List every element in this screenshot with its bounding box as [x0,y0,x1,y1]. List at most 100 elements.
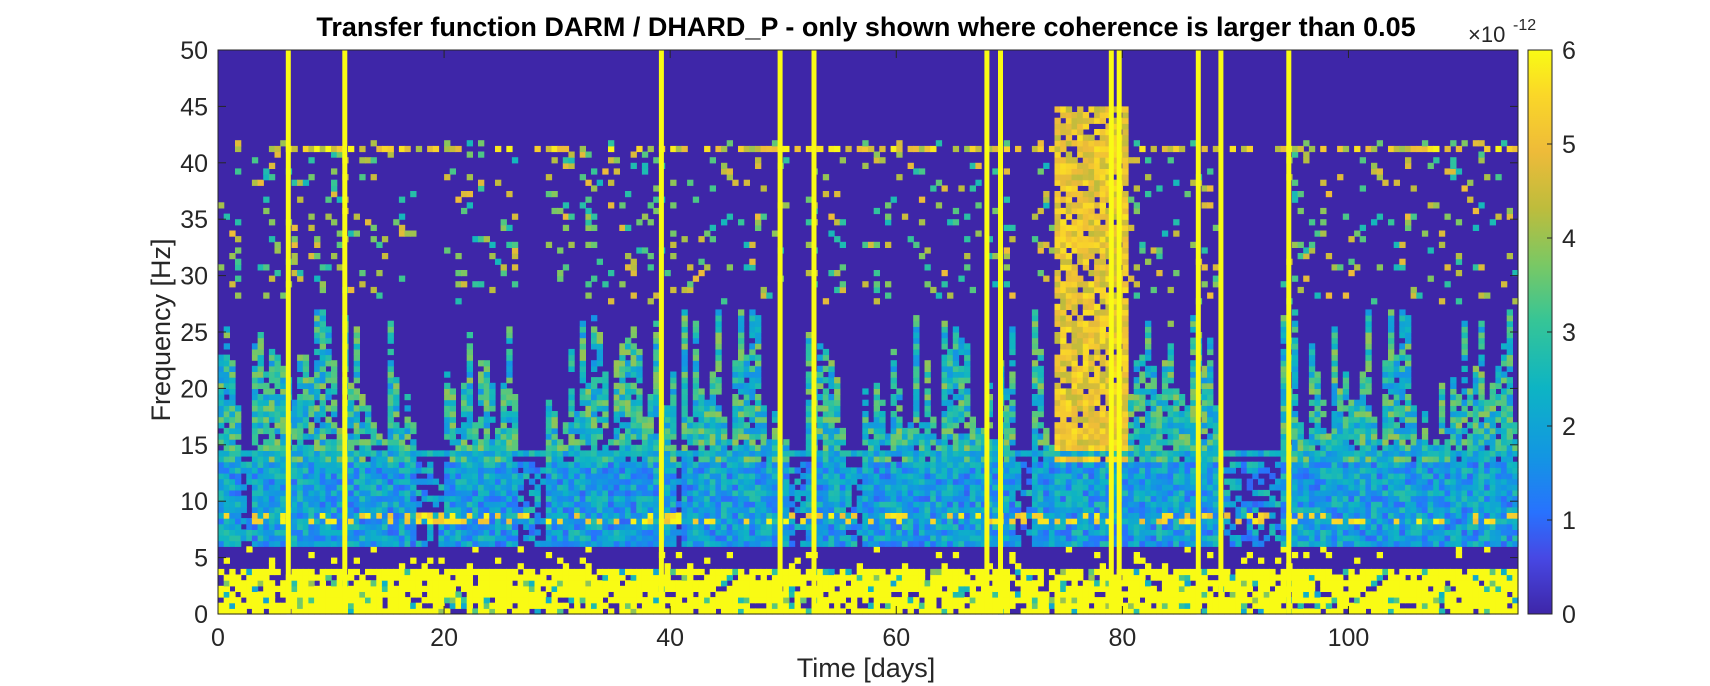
heatmap-cell [591,224,598,231]
heatmap-cell [483,473,490,480]
heatmap-cell [596,332,603,339]
heatmap-cell [579,506,586,513]
heatmap-cell [828,540,835,547]
heatmap-cell [969,597,976,604]
heatmap-cell [839,501,846,508]
heatmap-cell [579,495,586,502]
heatmap-cell [427,495,434,502]
heatmap-cell [868,523,875,530]
heatmap-cell [251,456,259,463]
heatmap-cell [726,450,733,457]
heatmap-cell [444,371,451,378]
heatmap-cell [947,388,954,395]
heatmap-cell [478,151,485,158]
heatmap-cell [901,529,909,536]
heatmap-cell [941,495,948,502]
heatmap-cell [331,489,338,497]
heatmap-cell [805,461,813,468]
heatmap-cell [952,411,960,418]
heatmap-cell [755,495,762,502]
heatmap-cell [625,394,632,401]
heatmap-cell [647,535,654,542]
heatmap-cell [257,371,264,378]
heatmap-cell [229,456,236,463]
heatmap-cell [483,608,490,615]
heatmap-cell [319,332,326,339]
heatmap-cell [438,580,445,587]
heatmap-cell [868,506,875,513]
heatmap-cell [596,568,603,576]
heatmap-cell [647,433,654,440]
heatmap-cell [466,478,473,485]
heatmap-cell [545,411,553,418]
heatmap-cell [738,399,745,406]
heatmap-cell [574,540,581,547]
heatmap-cell [698,580,705,587]
heatmap-cell [545,495,553,502]
heatmap-cell [613,168,620,175]
heatmap-cell [913,478,920,485]
heatmap-cell [935,489,943,497]
heatmap-cell [489,484,496,491]
heatmap-cell [828,365,835,372]
heatmap-cell [353,597,360,604]
heatmap-cell [353,427,360,435]
heatmap-cell [393,439,400,446]
heatmap-cell [862,608,869,615]
heatmap-cell [834,416,841,423]
heatmap-cell [398,518,406,525]
heatmap-cell [964,405,971,412]
heatmap-cell [698,422,705,429]
heatmap-cell [302,382,310,389]
heatmap-cell [240,501,247,508]
heatmap-cell [404,230,411,237]
heatmap-cell [251,439,259,446]
heatmap-cell [579,348,586,356]
heatmap-cell [828,467,835,474]
heatmap-cell [574,602,581,609]
heatmap-cell [749,478,756,485]
heatmap-cell [274,523,281,530]
heatmap-cell [952,219,960,226]
heatmap-cell [263,568,270,576]
heatmap-cell [308,433,315,440]
heatmap-cell [398,591,406,598]
heatmap-cell [483,540,490,547]
heatmap-cell [975,450,982,457]
heatmap-cell [466,512,473,519]
heatmap-cell [381,456,389,463]
heatmap-cell [523,518,530,525]
heatmap-cell [924,439,931,446]
heatmap-cell [890,602,897,609]
heatmap-cell [568,354,575,361]
heatmap-cell [918,484,926,491]
heatmap-cell [387,377,394,384]
heatmap-cell [738,343,745,350]
heatmap-cell [681,309,688,316]
heatmap-cell [393,529,400,536]
heatmap-cell [353,501,360,508]
heatmap-cell [534,473,541,480]
heatmap-cell [511,518,519,525]
heatmap-cell [834,433,841,440]
heatmap-cell [596,461,603,468]
heatmap-cell [551,489,558,497]
heatmap-cell [495,602,502,609]
heatmap-cell [856,574,863,581]
heatmap-cell [223,535,230,542]
heatmap-cell [749,264,756,271]
heatmap-cell [885,574,892,581]
heatmap-cell [218,523,225,530]
heatmap-cell [297,529,304,536]
heatmap-cell [579,591,586,598]
heatmap-cell [901,512,909,519]
heatmap-cell [771,145,779,153]
heatmap-cell [698,473,705,480]
heatmap-cell [359,512,366,519]
heatmap-cell [947,422,954,429]
heatmap-cell [240,450,247,457]
heatmap-cell [579,360,586,367]
heatmap-cell [534,489,541,497]
heatmap-cell [562,422,570,429]
heatmap-cell [930,450,937,457]
